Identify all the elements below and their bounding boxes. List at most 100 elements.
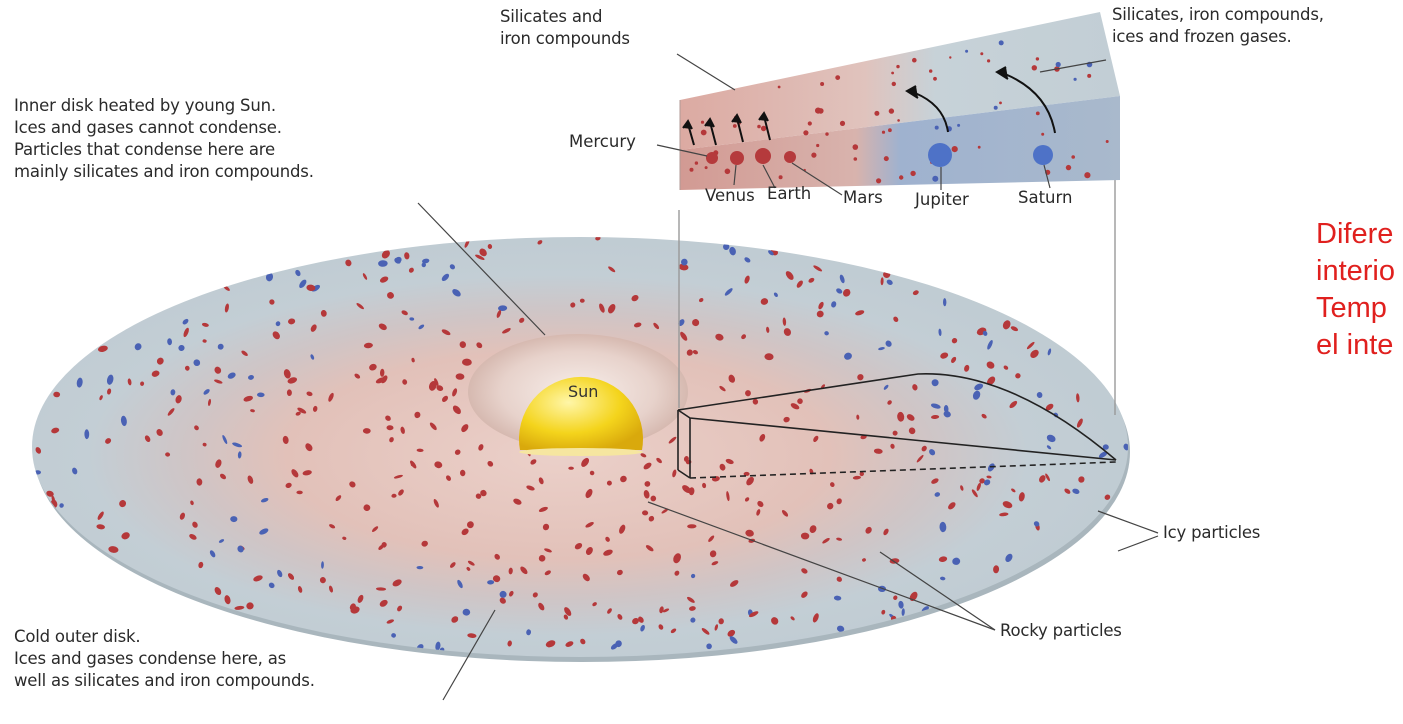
rocky-particle xyxy=(402,379,408,385)
icy-particle xyxy=(831,301,837,308)
icy-particle xyxy=(259,528,269,535)
rocky-particle xyxy=(363,342,373,349)
rocky-particle xyxy=(214,379,223,384)
rocky-particle xyxy=(960,485,964,491)
icy-particle xyxy=(1072,488,1080,494)
rocky-particle xyxy=(350,606,360,614)
icy-particle xyxy=(1123,443,1128,451)
rocky-particle xyxy=(980,52,984,56)
rocky-particle xyxy=(813,265,823,272)
rocky-particle xyxy=(565,641,574,647)
icy-particle xyxy=(498,305,508,312)
rocky-particle xyxy=(835,75,841,80)
rocky-particle xyxy=(592,602,597,607)
rocky-particle xyxy=(215,459,222,468)
rocky-particle xyxy=(732,124,737,128)
rocky-particle xyxy=(683,456,689,462)
rocky-particle xyxy=(538,602,545,611)
icy-particle xyxy=(409,317,415,321)
rocky-particle xyxy=(883,528,889,536)
mercury-icon xyxy=(706,152,718,164)
rocky-particle xyxy=(607,303,616,314)
icy-particle xyxy=(1073,77,1077,81)
rocky-particle xyxy=(568,466,574,470)
rocky-particle xyxy=(1084,172,1091,179)
rocky-particle xyxy=(940,352,949,359)
rocky-particle xyxy=(638,616,644,623)
icy-particle xyxy=(773,292,778,297)
rocky-particle xyxy=(585,547,593,555)
rocky-particle xyxy=(459,341,467,348)
silicates-iron-label: Silicates and iron compounds xyxy=(500,7,630,48)
icy-particle xyxy=(209,550,216,558)
rocky-particle xyxy=(729,580,739,587)
rocky-particle xyxy=(790,403,800,410)
rocky-particle xyxy=(408,267,414,273)
rocky-particle xyxy=(476,342,483,349)
rocky-particle xyxy=(563,614,569,620)
rocky-particle xyxy=(852,144,859,150)
rocky-particle xyxy=(544,570,551,576)
rocky-particle xyxy=(873,448,883,454)
rocky-particle xyxy=(451,616,459,623)
rocky-particle xyxy=(938,556,948,562)
rocky-particle xyxy=(144,435,151,443)
rocky-particle xyxy=(1087,73,1092,78)
icy-particle xyxy=(836,288,843,294)
icy-particle xyxy=(729,246,736,256)
icy-particle xyxy=(938,328,942,336)
rocky-particle xyxy=(433,498,439,508)
rocky-particle xyxy=(801,568,808,574)
icy-particle xyxy=(610,643,619,650)
icy-particle xyxy=(218,539,225,543)
rocky-particle xyxy=(668,436,677,444)
icy-particle xyxy=(901,608,905,616)
icy-particle xyxy=(462,608,471,616)
icy-particle xyxy=(76,377,83,388)
rocky-particle xyxy=(455,373,465,380)
rocky-particle xyxy=(680,331,688,341)
rocky-particle xyxy=(97,511,104,520)
rocky-particle xyxy=(616,569,623,576)
rocky-particle xyxy=(179,512,186,520)
rocky-particle xyxy=(392,579,402,587)
rocky-particle xyxy=(581,457,590,467)
icy-particle xyxy=(72,467,78,475)
icy-particle xyxy=(106,374,114,385)
rocky-particle xyxy=(401,310,408,316)
rocky-particle xyxy=(449,562,456,568)
rocky-particle xyxy=(800,532,810,540)
rocky-particle xyxy=(297,586,303,593)
icy-particle xyxy=(178,344,185,352)
rocky-particle xyxy=(283,369,291,379)
rocky-particle xyxy=(874,110,880,116)
rocky-particle xyxy=(286,389,292,396)
earth-label: Earth xyxy=(767,184,812,203)
venus-icon xyxy=(730,151,744,165)
rocky-particle xyxy=(375,587,387,591)
rocky-particle xyxy=(243,395,253,402)
rocky-particle xyxy=(883,156,889,162)
rocky-particle xyxy=(689,167,694,172)
rocky-particle xyxy=(921,445,927,452)
rocky-particle xyxy=(865,526,872,534)
rocky-particle xyxy=(108,546,119,553)
rocky-particle xyxy=(454,449,461,455)
rocky-particle xyxy=(99,395,103,401)
rocky-particle xyxy=(906,414,915,421)
leader-lines xyxy=(417,53,1159,701)
icy-particle xyxy=(299,279,307,289)
rocky-particle xyxy=(999,512,1009,517)
icy-particle xyxy=(883,384,889,390)
icy-particle xyxy=(987,340,993,350)
rocky-particle xyxy=(1018,492,1025,502)
rocky-particle xyxy=(441,329,451,336)
rocky-particle xyxy=(441,395,449,403)
rocky-particle xyxy=(839,120,846,126)
icy-particle xyxy=(824,331,829,336)
icy-particle xyxy=(934,125,939,130)
rocky-particle xyxy=(748,611,759,618)
rocky-particle xyxy=(709,550,717,558)
rocky-particle xyxy=(416,448,424,453)
icy-particle xyxy=(422,258,430,264)
